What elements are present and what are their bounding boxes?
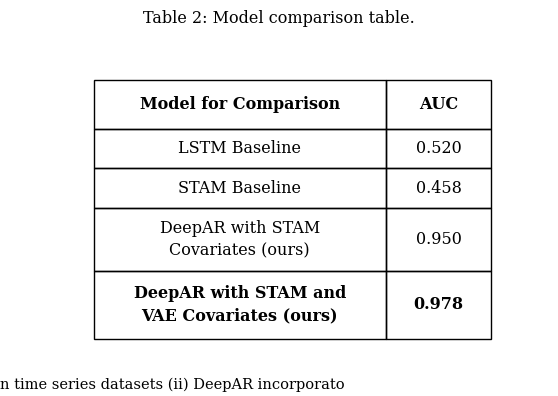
Text: Table 2: Model comparison table.: Table 2: Model comparison table. xyxy=(143,10,415,27)
Text: 0.950: 0.950 xyxy=(416,231,461,248)
Text: n time series datasets (ii) DeepAR incorporato: n time series datasets (ii) DeepAR incor… xyxy=(0,378,345,392)
Text: 0.520: 0.520 xyxy=(416,140,461,157)
Text: 0.458: 0.458 xyxy=(416,180,461,196)
Text: Model for Comparison: Model for Comparison xyxy=(140,95,340,112)
Text: STAM Baseline: STAM Baseline xyxy=(178,180,301,196)
Text: DeepAR with STAM
Covariates (ours): DeepAR with STAM Covariates (ours) xyxy=(160,220,320,259)
Text: LSTM Baseline: LSTM Baseline xyxy=(178,140,301,157)
Text: 0.978: 0.978 xyxy=(413,296,464,313)
Text: AUC: AUC xyxy=(419,95,458,112)
Text: DeepAR with STAM and
VAE Covariates (ours): DeepAR with STAM and VAE Covariates (our… xyxy=(133,285,346,324)
